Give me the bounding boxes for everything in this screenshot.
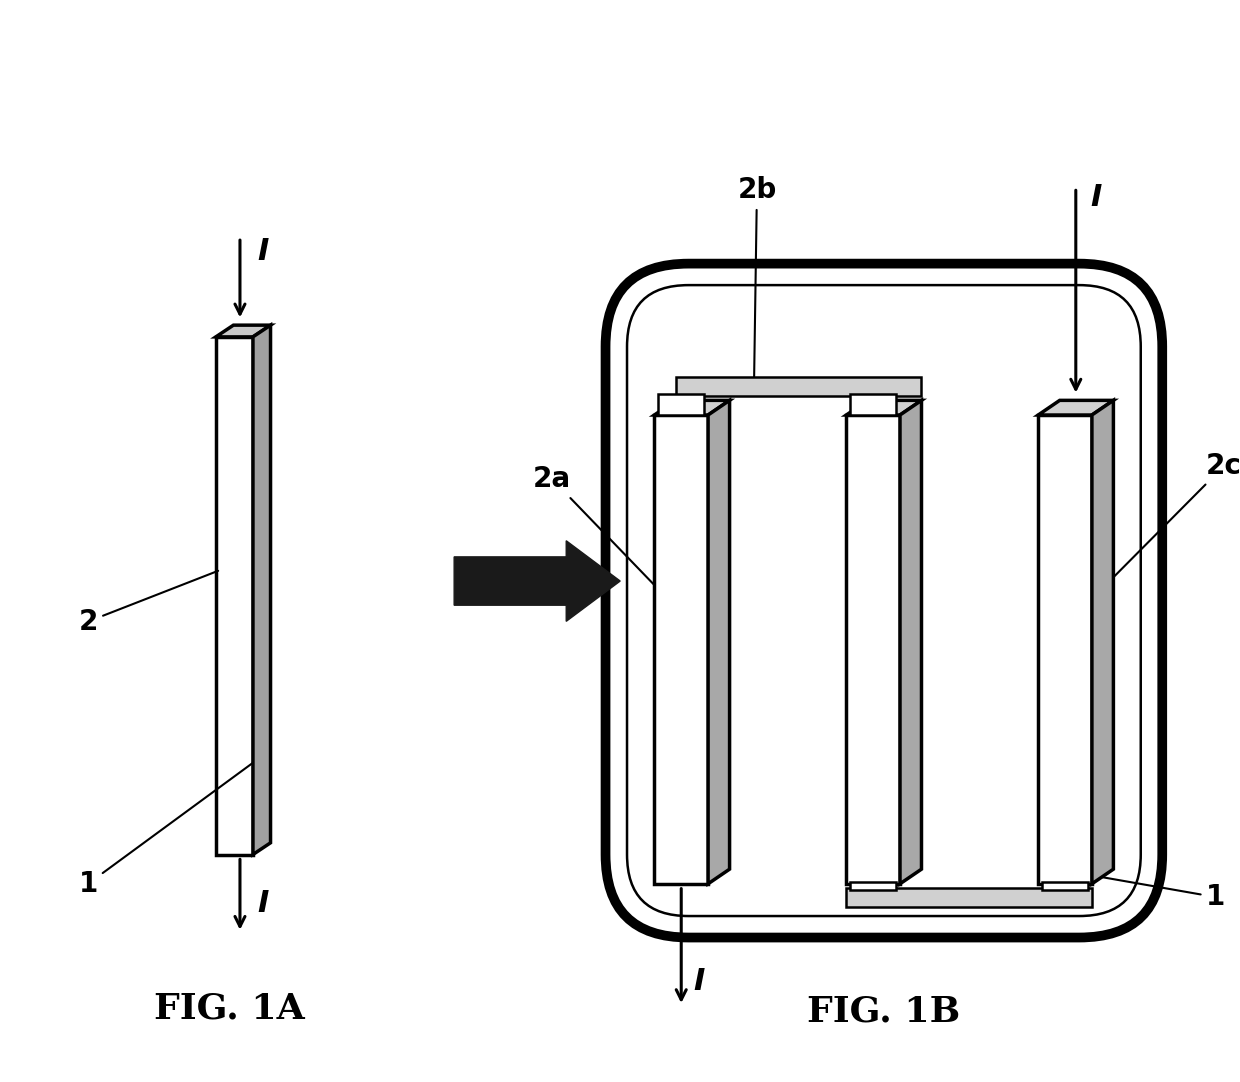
Polygon shape — [846, 415, 900, 884]
Text: I: I — [1090, 183, 1102, 212]
Text: 1: 1 — [78, 763, 253, 898]
Polygon shape — [216, 337, 253, 855]
Text: I: I — [258, 888, 269, 918]
Text: I: I — [258, 237, 269, 266]
Polygon shape — [658, 395, 704, 415]
Polygon shape — [1092, 400, 1114, 884]
Polygon shape — [846, 400, 921, 415]
Text: 2: 2 — [78, 571, 218, 635]
Polygon shape — [676, 377, 921, 396]
Polygon shape — [655, 400, 729, 415]
Text: 1: 1 — [1065, 871, 1225, 911]
Text: 2a: 2a — [533, 465, 660, 591]
Polygon shape — [216, 326, 270, 337]
Text: FIG. 1A: FIG. 1A — [154, 991, 305, 1026]
FancyBboxPatch shape — [605, 264, 1162, 937]
Polygon shape — [1038, 400, 1114, 415]
Polygon shape — [900, 400, 921, 884]
Text: I: I — [693, 967, 704, 995]
Polygon shape — [851, 882, 897, 889]
Polygon shape — [846, 887, 1092, 907]
Polygon shape — [1042, 882, 1087, 889]
Polygon shape — [454, 541, 620, 621]
Polygon shape — [1038, 415, 1092, 884]
Polygon shape — [655, 415, 708, 884]
Polygon shape — [851, 395, 897, 415]
Polygon shape — [253, 326, 270, 855]
Text: 2b: 2b — [738, 176, 776, 384]
Polygon shape — [708, 400, 729, 884]
Text: 2c: 2c — [1066, 452, 1240, 624]
Text: FIG. 1B: FIG. 1B — [807, 994, 961, 1028]
